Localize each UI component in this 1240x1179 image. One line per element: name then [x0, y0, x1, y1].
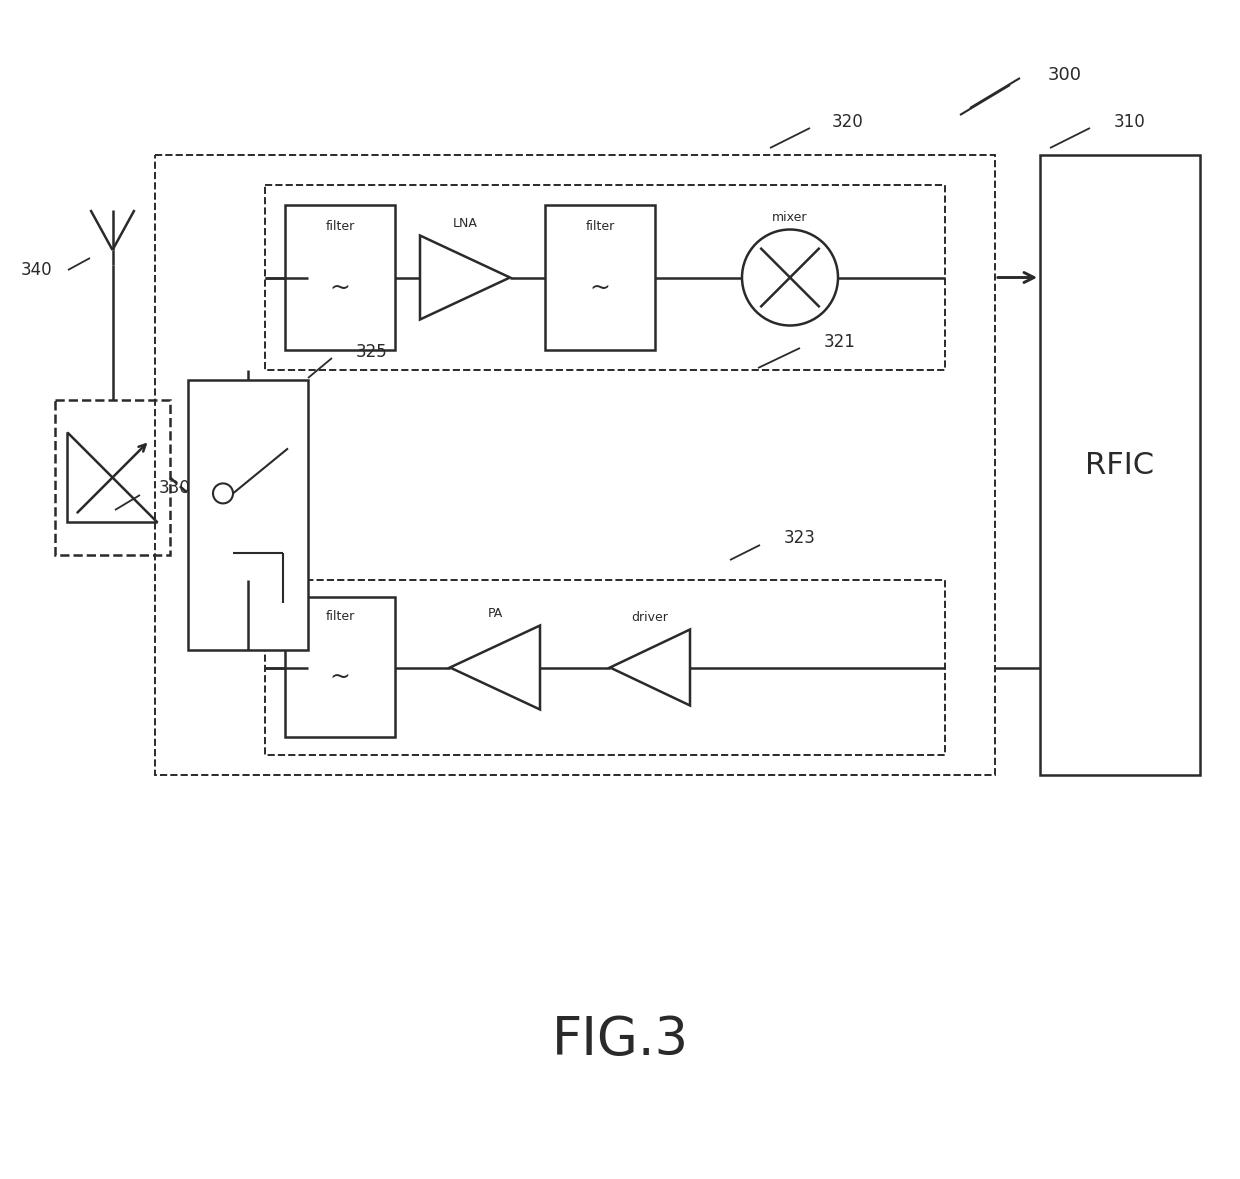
Text: 330: 330 [159, 479, 191, 498]
Circle shape [742, 230, 838, 325]
Text: driver: driver [631, 611, 668, 624]
Circle shape [213, 483, 233, 503]
Bar [1040, 154, 1200, 775]
Text: 321: 321 [825, 332, 856, 351]
Text: 325: 325 [356, 343, 388, 361]
Bar [55, 400, 170, 555]
Bar [188, 380, 308, 650]
Bar [265, 185, 945, 370]
Bar [285, 205, 396, 350]
Bar [155, 154, 994, 775]
Text: LNA: LNA [453, 217, 477, 230]
Text: ~: ~ [330, 665, 351, 689]
Text: ~: ~ [330, 276, 351, 299]
Bar [265, 580, 945, 755]
Text: filter: filter [325, 611, 355, 624]
Text: mixer: mixer [773, 211, 807, 224]
Text: 340: 340 [20, 261, 52, 279]
Text: RFIC: RFIC [1085, 450, 1154, 480]
Bar [285, 597, 396, 737]
Text: PA: PA [487, 607, 502, 620]
Text: 310: 310 [1114, 113, 1146, 131]
Text: 323: 323 [784, 529, 816, 547]
Text: 320: 320 [832, 113, 864, 131]
Text: ~: ~ [589, 276, 610, 299]
Text: FIG.3: FIG.3 [552, 1014, 688, 1066]
Bar [546, 205, 655, 350]
Text: filter: filter [325, 220, 355, 233]
Text: 300: 300 [1048, 66, 1083, 84]
Text: filter: filter [585, 220, 615, 233]
